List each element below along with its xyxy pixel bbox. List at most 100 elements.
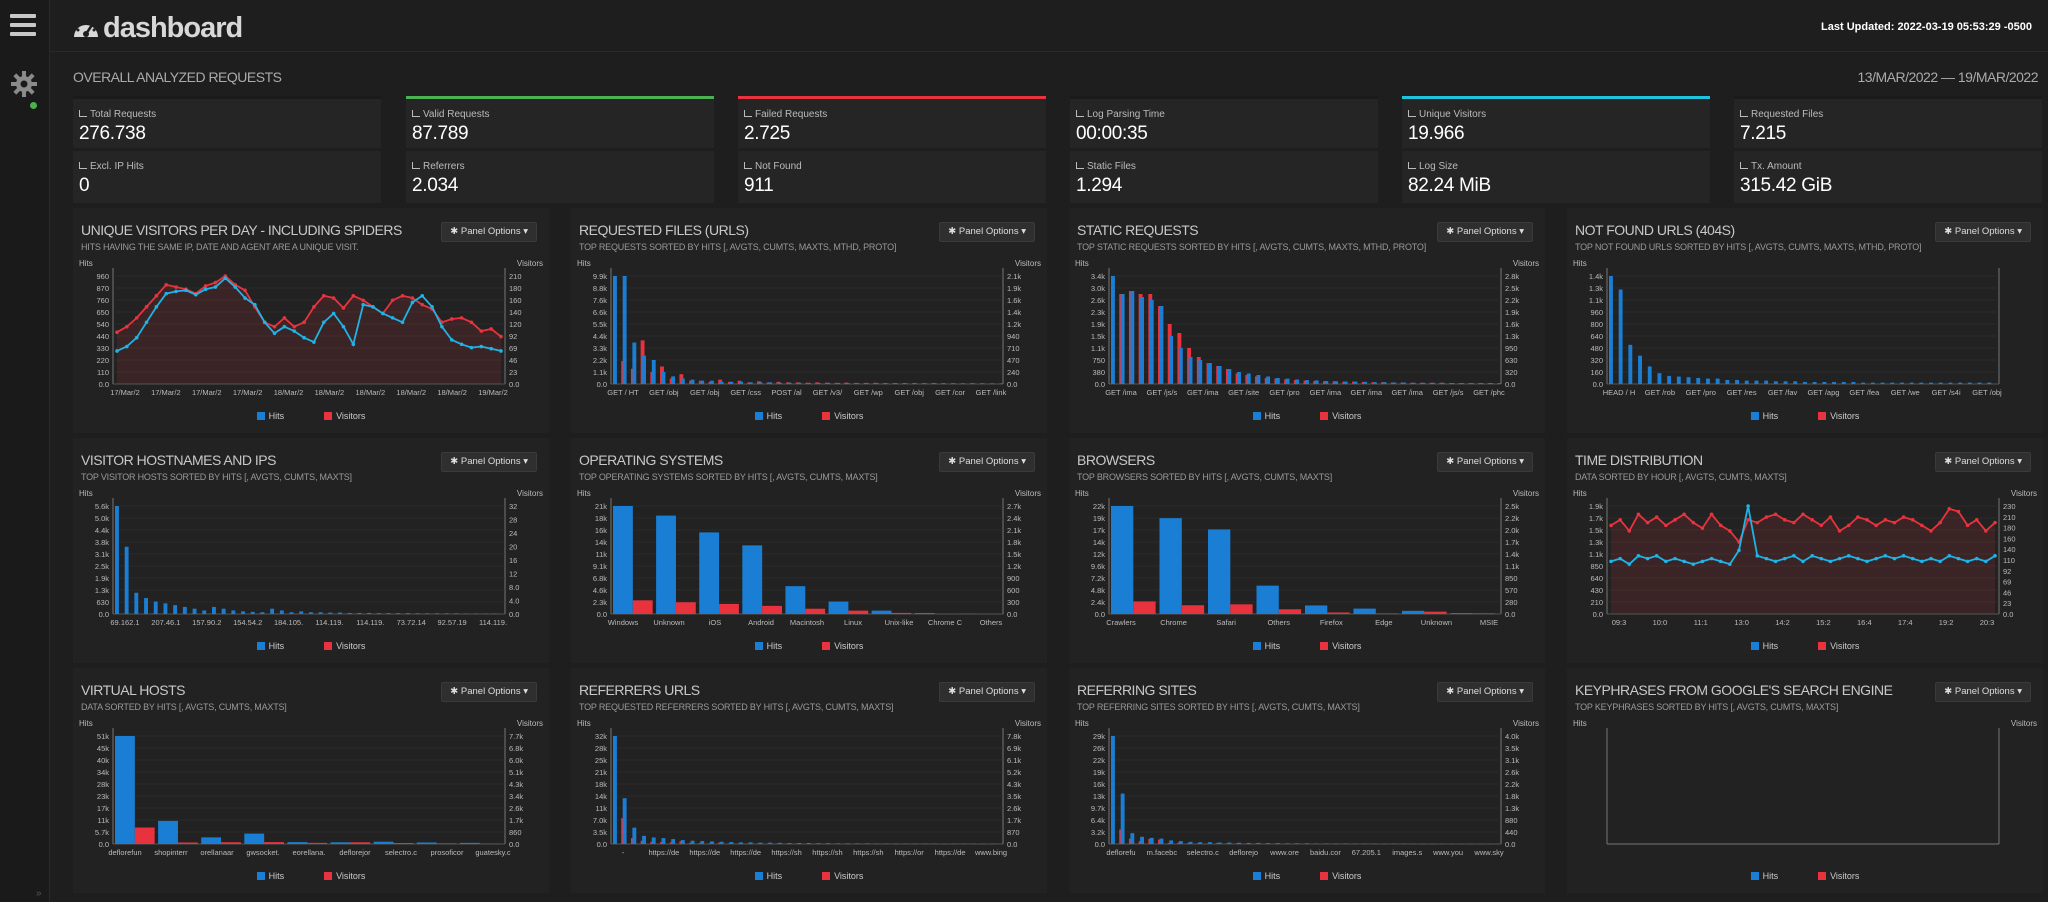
- panel-options-button[interactable]: ✱ Panel Options ▾: [441, 682, 537, 702]
- bar-hits[interactable]: [182, 606, 187, 614]
- bar-hits[interactable]: [1353, 381, 1358, 384]
- bar-hits[interactable]: [661, 372, 666, 384]
- bar-hits[interactable]: [1715, 378, 1720, 384]
- panel-options-button[interactable]: ✱ Panel Options ▾: [1437, 452, 1533, 472]
- bar-hits[interactable]: [115, 506, 119, 614]
- bar-hits[interactable]: [845, 843, 850, 844]
- panel-chart[interactable]: Hits Visitors 3.4k 3.0k 2.6k 2.3k 1.9k 1.5k 1.1k…: [1069, 256, 1545, 411]
- bar-hits[interactable]: [1246, 842, 1251, 844]
- hits-point[interactable]: [125, 344, 129, 349]
- bar-hits[interactable]: [1421, 382, 1426, 384]
- visitors-point[interactable]: [499, 334, 503, 339]
- hits-point[interactable]: [193, 292, 198, 297]
- hits-point[interactable]: [1782, 556, 1787, 561]
- bar-hits[interactable]: [1754, 380, 1759, 384]
- bar-hits[interactable]: [1334, 843, 1338, 844]
- bar-hits[interactable]: [1870, 382, 1875, 384]
- bar-hits[interactable]: [1198, 360, 1203, 384]
- hits-point[interactable]: [312, 340, 316, 344]
- bar-hits[interactable]: [1227, 842, 1232, 844]
- bar-hits[interactable]: [192, 608, 197, 614]
- legend-item-hits[interactable]: Hits: [1252, 871, 1280, 881]
- bar-hits[interactable]: [357, 612, 362, 614]
- hits-point[interactable]: [440, 324, 444, 329]
- legend-item-hits[interactable]: Hits: [256, 411, 284, 421]
- bar-hits[interactable]: [1140, 836, 1144, 844]
- bar-hits[interactable]: [1237, 842, 1241, 844]
- bar-hits[interactable]: [1324, 843, 1329, 844]
- panel-options-button[interactable]: ✱ Panel Options ▾: [1935, 222, 2031, 242]
- bar-hits[interactable]: [1929, 382, 1933, 384]
- bar-hits[interactable]: [1363, 381, 1368, 384]
- bar-hits[interactable]: [816, 843, 821, 844]
- bar-hits[interactable]: [661, 838, 666, 844]
- hits-point[interactable]: [1718, 559, 1723, 564]
- visitors-point[interactable]: [115, 330, 119, 335]
- legend-item-visitors[interactable]: Visitors: [1818, 871, 1859, 881]
- hits-point[interactable]: [302, 335, 306, 340]
- visitors-point[interactable]: [1682, 512, 1686, 517]
- bar-hits[interactable]: [651, 837, 656, 844]
- bar-visitors[interactable]: [1133, 601, 1156, 614]
- bar-hits[interactable]: [1198, 842, 1203, 844]
- bar-hits[interactable]: [115, 736, 135, 844]
- bar-hits[interactable]: [202, 610, 207, 614]
- gear-icon[interactable]: [10, 70, 38, 98]
- bar-hits[interactable]: [768, 842, 773, 844]
- bar-hits[interactable]: [1120, 793, 1125, 844]
- hits-point[interactable]: [213, 285, 218, 289]
- visitors-point[interactable]: [1773, 512, 1778, 517]
- visitors-point[interactable]: [1691, 520, 1696, 525]
- bar-visitors[interactable]: [1327, 612, 1350, 614]
- bar-hits[interactable]: [1227, 369, 1232, 384]
- hits-point[interactable]: [1709, 556, 1714, 561]
- visitors-point[interactable]: [312, 305, 316, 309]
- visitors-point[interactable]: [1755, 520, 1760, 525]
- hits-point[interactable]: [1682, 559, 1686, 564]
- hits-point[interactable]: [1645, 556, 1650, 561]
- bar-hits[interactable]: [1169, 336, 1174, 384]
- hits-point[interactable]: [223, 276, 228, 281]
- hits-point[interactable]: [1984, 559, 1988, 564]
- bar-hits[interactable]: [739, 842, 743, 844]
- bar-hits[interactable]: [1402, 382, 1406, 385]
- hits-point[interactable]: [390, 316, 395, 320]
- bar-hits[interactable]: [826, 382, 831, 384]
- visitors-point[interactable]: [1709, 512, 1714, 517]
- bar-hits[interactable]: [1638, 355, 1642, 384]
- bar-hits[interactable]: [328, 612, 333, 614]
- bar-hits[interactable]: [1667, 375, 1672, 384]
- bar-hits[interactable]: [613, 276, 617, 384]
- hits-point[interactable]: [499, 349, 503, 353]
- bar-visitors[interactable]: [221, 842, 241, 844]
- visitors-point[interactable]: [1837, 529, 1842, 533]
- bar-hits[interactable]: [1246, 373, 1251, 385]
- bar-visitors[interactable]: [134, 827, 155, 844]
- bar-hits[interactable]: [1188, 357, 1193, 384]
- visitors-point[interactable]: [400, 294, 405, 298]
- legend-item-hits[interactable]: Hits: [1252, 411, 1280, 421]
- bar-hits[interactable]: [807, 843, 811, 844]
- bar-hits[interactable]: [871, 610, 892, 614]
- bar-visitors[interactable]: [805, 608, 826, 614]
- hits-point[interactable]: [449, 338, 454, 342]
- hits-point[interactable]: [1609, 559, 1613, 564]
- bar-hits[interactable]: [1450, 383, 1455, 384]
- bar-hits[interactable]: [1628, 344, 1633, 384]
- hits-point[interactable]: [479, 344, 484, 349]
- visitors-point[interactable]: [1654, 515, 1659, 519]
- bar-hits[interactable]: [865, 383, 870, 384]
- visitors-point[interactable]: [1819, 523, 1824, 528]
- bar-hits[interactable]: [270, 608, 275, 614]
- bar-hits[interactable]: [613, 736, 617, 844]
- visitors-point[interactable]: [420, 302, 425, 307]
- panel-options-button[interactable]: ✱ Panel Options ▾: [1437, 222, 1533, 242]
- bar-hits[interactable]: [1706, 378, 1710, 384]
- bar-hits[interactable]: [914, 613, 935, 614]
- bar-hits[interactable]: [797, 843, 802, 844]
- visitors-point[interactable]: [1865, 518, 1869, 522]
- panel-options-button[interactable]: ✱ Panel Options ▾: [939, 452, 1035, 472]
- bar-hits[interactable]: [309, 612, 313, 614]
- bar-hits[interactable]: [836, 382, 840, 384]
- bar-hits[interactable]: [1295, 379, 1300, 385]
